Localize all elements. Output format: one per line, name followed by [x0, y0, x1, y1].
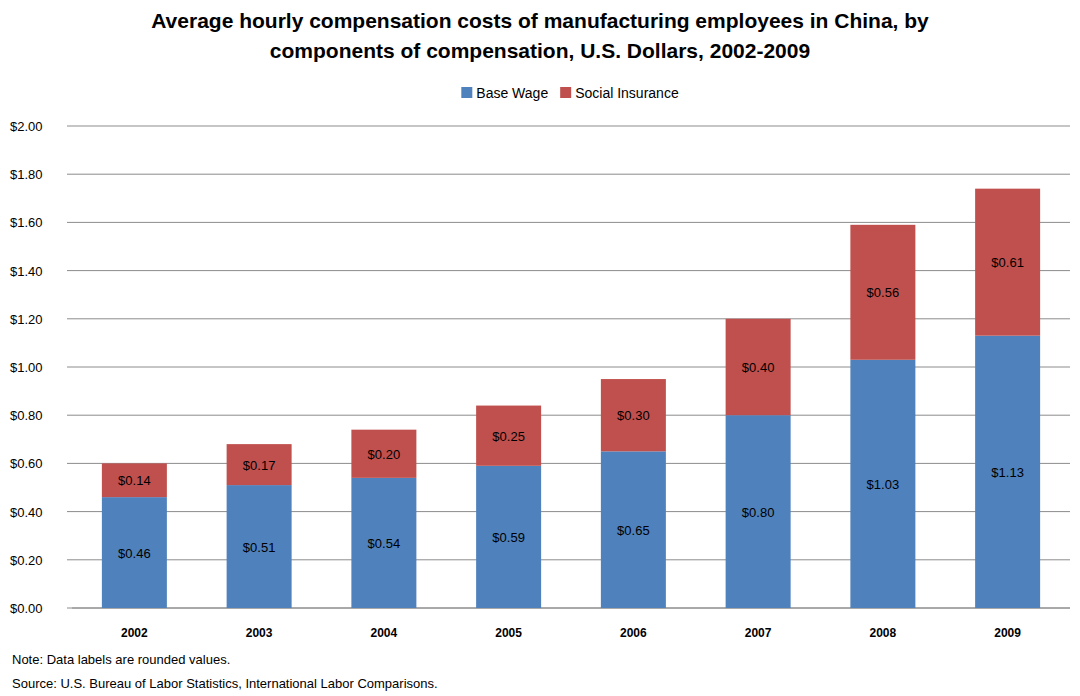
y-tick [67, 318, 72, 319]
y-axis: $0.00 $0.20 $0.40 $0.60 $0.80 $1.00 $1.20 $1.40… [10, 119, 72, 616]
data-label: $0.54 [368, 536, 401, 551]
data-labels: $0.46 $0.51 $0.54 $0.59 $0.65 $0.80 $1.03 $1.13… [118, 255, 1024, 560]
y-tick-label: $1.00 [10, 360, 43, 375]
bar [601, 379, 666, 451]
x-axis: 2002 2003 2004 2005 2006 2007 2008 2009 [121, 626, 1021, 640]
data-label: $1.13 [991, 465, 1024, 480]
notes: Note: Data labels are rounded values. Sou… [12, 652, 438, 691]
data-label: $0.30 [617, 408, 650, 423]
grid-line [72, 174, 1070, 175]
y-tick-label: $1.80 [10, 167, 43, 182]
grid-line [72, 559, 1070, 560]
y-tick-label: $0.80 [10, 408, 43, 423]
y-tick [67, 367, 72, 368]
bar [726, 319, 791, 415]
data-label: $0.20 [368, 447, 401, 462]
bar [351, 478, 416, 608]
bars [102, 189, 1040, 608]
legend-label: Social Insurance [575, 85, 679, 101]
data-label: $0.51 [243, 540, 276, 555]
y-tick [67, 559, 72, 560]
grid-line [72, 511, 1070, 512]
x-tick-label: 2007 [745, 626, 772, 640]
grid-line [72, 367, 1070, 368]
data-label: $0.14 [118, 473, 151, 488]
y-tick [67, 463, 72, 464]
grid-line [72, 463, 1070, 464]
y-tick-label: $0.20 [10, 553, 43, 568]
data-label: $0.46 [118, 546, 151, 561]
legend: Base Wage Social Insurance [461, 85, 679, 101]
bar [102, 497, 167, 608]
bar [227, 485, 292, 608]
x-axis-line [72, 608, 1070, 609]
y-tick-label: $0.40 [10, 505, 43, 520]
x-tick-label: 2002 [121, 626, 148, 640]
grid-line [72, 126, 1070, 127]
title-line: Average hourly compensation costs of man… [151, 9, 929, 32]
x-tick-label: 2009 [994, 626, 1021, 640]
bar [351, 430, 416, 478]
chart: Average hourly compensation costs of man… [0, 0, 1080, 696]
data-label: $0.17 [243, 458, 276, 473]
bar [476, 406, 541, 466]
y-tick-label: $2.00 [10, 119, 43, 134]
bar [850, 225, 915, 360]
legend-swatch [461, 87, 472, 98]
legend-swatch [560, 87, 571, 98]
y-tick-label: $1.40 [10, 264, 43, 279]
bar [102, 463, 167, 497]
grid-line [72, 270, 1070, 271]
note: Note: Data labels are rounded values. [12, 652, 230, 667]
bar [476, 466, 541, 608]
grid-line [72, 318, 1070, 319]
note: Source: U.S. Bureau of Labor Statistics,… [12, 676, 438, 691]
x-tick-label: 2004 [371, 626, 398, 640]
title: Average hourly compensation costs of man… [151, 9, 929, 62]
y-tick [67, 222, 72, 223]
x-tick-label: 2006 [620, 626, 647, 640]
x-tick-label: 2008 [870, 626, 897, 640]
y-tick [67, 511, 72, 512]
legend-item: Social Insurance [560, 85, 679, 101]
bar [726, 415, 791, 608]
grid [72, 126, 1070, 608]
data-label: $0.25 [492, 429, 525, 444]
y-tick-label: $0.00 [10, 601, 43, 616]
y-tick-label: $0.60 [10, 456, 43, 471]
x-tick-label: 2003 [246, 626, 273, 640]
bar [975, 336, 1040, 608]
y-tick-label: $1.20 [10, 312, 43, 327]
grid-line [72, 608, 1070, 609]
y-tick [67, 415, 72, 416]
bar [601, 451, 666, 608]
y-tick [67, 126, 72, 127]
grid-line [72, 222, 1070, 223]
legend-item: Base Wage [461, 85, 548, 101]
y-tick [67, 174, 72, 175]
data-label: $0.56 [867, 285, 900, 300]
data-label: $0.59 [492, 530, 525, 545]
y-tick-label: $1.60 [10, 215, 43, 230]
data-label: $0.80 [742, 505, 775, 520]
grid-line [72, 415, 1070, 416]
y-tick [67, 608, 72, 609]
data-label: $0.40 [742, 360, 775, 375]
page: {"chart_data": {"type": "bar", "title": … [0, 0, 1080, 696]
data-label: $1.03 [867, 477, 900, 492]
bar [850, 360, 915, 608]
y-tick [67, 270, 72, 271]
legend-label: Base Wage [476, 85, 548, 101]
data-label: $0.61 [991, 255, 1024, 270]
title-line: components of compensation, U.S. Dollars… [270, 39, 810, 62]
bar [975, 189, 1040, 336]
bar [227, 444, 292, 485]
data-label: $0.65 [617, 523, 650, 538]
x-tick-label: 2005 [495, 626, 522, 640]
